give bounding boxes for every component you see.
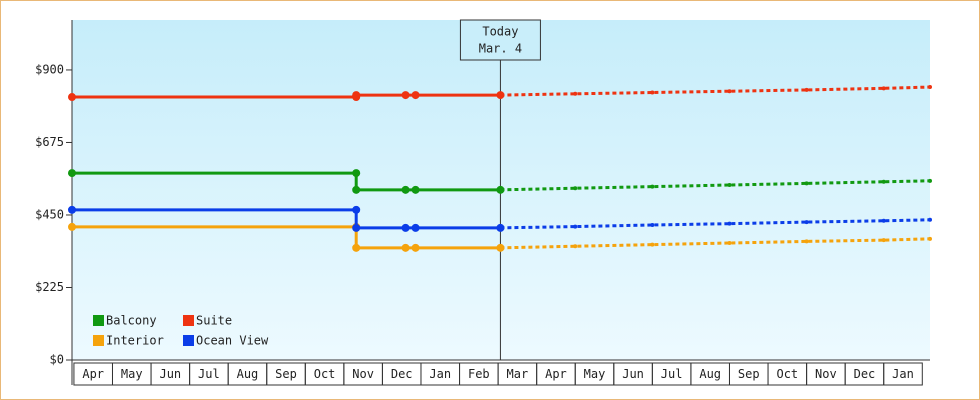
legend-swatch (183, 315, 194, 326)
forecast-point (727, 221, 732, 226)
today-box (459, 19, 541, 61)
today-label: Today (482, 25, 518, 39)
forecast-point (727, 183, 732, 188)
x-tick-label: Mar (507, 367, 529, 381)
point (411, 185, 420, 194)
x-tick-label: Aug (699, 367, 721, 381)
point (68, 222, 76, 231)
legend-swatch (93, 315, 104, 326)
forecast-point (573, 224, 578, 229)
y-tick-label: $675 (35, 135, 64, 149)
forecast-point (727, 241, 732, 246)
x-tick-label: Aug (237, 367, 259, 381)
point (401, 223, 410, 232)
forecast-point (928, 85, 932, 90)
forecast-point (928, 178, 932, 183)
point (352, 91, 361, 100)
legend-swatch (183, 335, 194, 346)
x-tick-label: Dec (854, 367, 876, 381)
legend-label: Ocean View (196, 334, 269, 348)
forecast-point (804, 87, 809, 92)
point (352, 243, 361, 252)
forecast-point (498, 187, 503, 192)
x-tick-label: Oct (314, 367, 336, 381)
forecast-point (881, 238, 886, 243)
legend-label: Balcony (106, 314, 157, 328)
x-tick-label: Apr (545, 367, 567, 381)
x-tick-label: May (584, 367, 606, 381)
y-tick-label: $450 (35, 207, 64, 221)
y-tick-label: $900 (35, 62, 64, 76)
point (401, 243, 410, 252)
forecast-point (650, 184, 655, 189)
point (401, 91, 410, 100)
x-tick-label: Jul (661, 367, 683, 381)
forecast-point (804, 181, 809, 186)
x-tick-label: Feb (468, 367, 490, 381)
x-tick-label: Oct (776, 367, 798, 381)
x-tick-label: Apr (82, 367, 104, 381)
point (68, 205, 76, 214)
forecast-point (498, 93, 503, 98)
forecast-point (573, 91, 578, 96)
legend-swatch (93, 335, 104, 346)
point (401, 185, 410, 194)
forecast-point (727, 89, 732, 94)
x-tick-label: Sep (275, 367, 297, 381)
point (68, 93, 76, 102)
today-label: Mar. 4 (479, 42, 522, 56)
forecast-point (804, 220, 809, 225)
forecast-point (804, 239, 809, 244)
forecast-point (573, 244, 578, 249)
forecast-point (650, 90, 655, 95)
x-tick-label: Nov (352, 367, 374, 381)
forecast-point (881, 179, 886, 184)
forecast-point (650, 222, 655, 227)
x-tick-label: Jun (159, 367, 181, 381)
legend-label: Suite (196, 314, 232, 328)
x-category-cell (883, 362, 923, 386)
x-tick-label: Jan (429, 367, 451, 381)
forecast-point (881, 218, 886, 223)
x-tick-label: May (121, 367, 143, 381)
history-line (72, 225, 501, 250)
point (352, 223, 361, 232)
x-tick-label: Jul (198, 367, 220, 381)
x-tick-label: Jan (892, 367, 914, 381)
point (411, 223, 420, 232)
y-tick-label: $0 (50, 353, 64, 367)
point (352, 185, 361, 194)
x-tick-label: Jun (622, 367, 644, 381)
y-tick-label: $225 (35, 280, 64, 294)
legend-label: Interior (106, 334, 164, 348)
forecast-point (928, 217, 932, 222)
point (68, 169, 76, 178)
history-line (72, 171, 501, 192)
forecast-point (881, 86, 886, 91)
forecast-point (498, 225, 503, 230)
forecast-point (573, 186, 578, 191)
x-tick-label: Nov (815, 367, 837, 381)
history-line (72, 208, 501, 230)
history-line (72, 93, 501, 99)
forecast-point (498, 245, 503, 250)
point (411, 243, 420, 252)
x-tick-label: Sep (738, 367, 760, 381)
point (352, 169, 361, 178)
point (352, 205, 361, 214)
forecast-point (650, 242, 655, 247)
point (411, 91, 420, 100)
forecast-point (928, 236, 932, 241)
x-tick-label: Dec (391, 367, 413, 381)
